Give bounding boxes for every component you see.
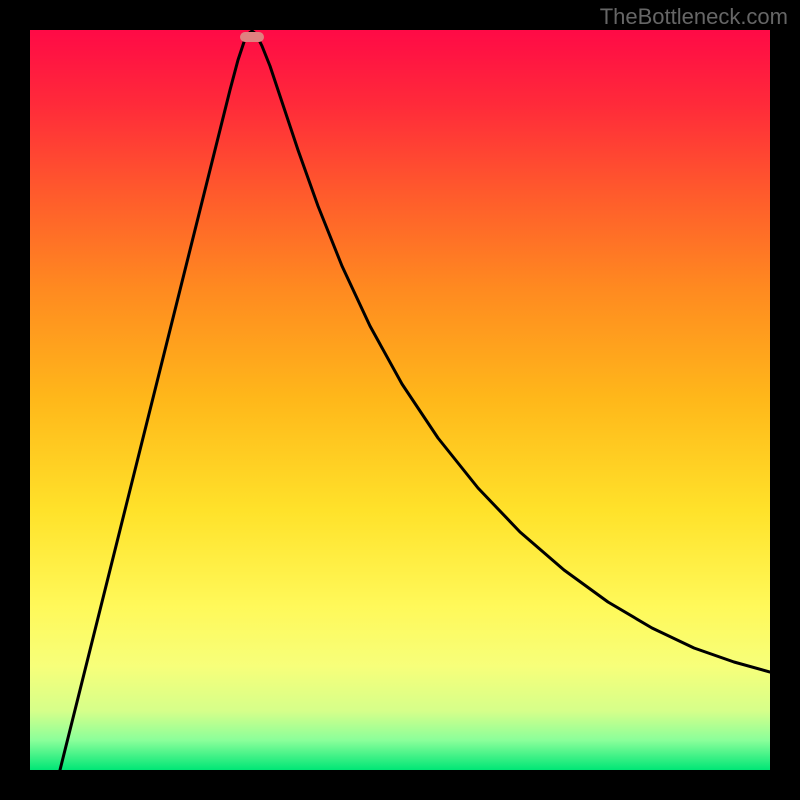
- minima-marker: [240, 32, 264, 42]
- plot-area: [30, 30, 770, 770]
- watermark-text: TheBottleneck.com: [600, 4, 788, 30]
- bottleneck-curve: [30, 30, 770, 770]
